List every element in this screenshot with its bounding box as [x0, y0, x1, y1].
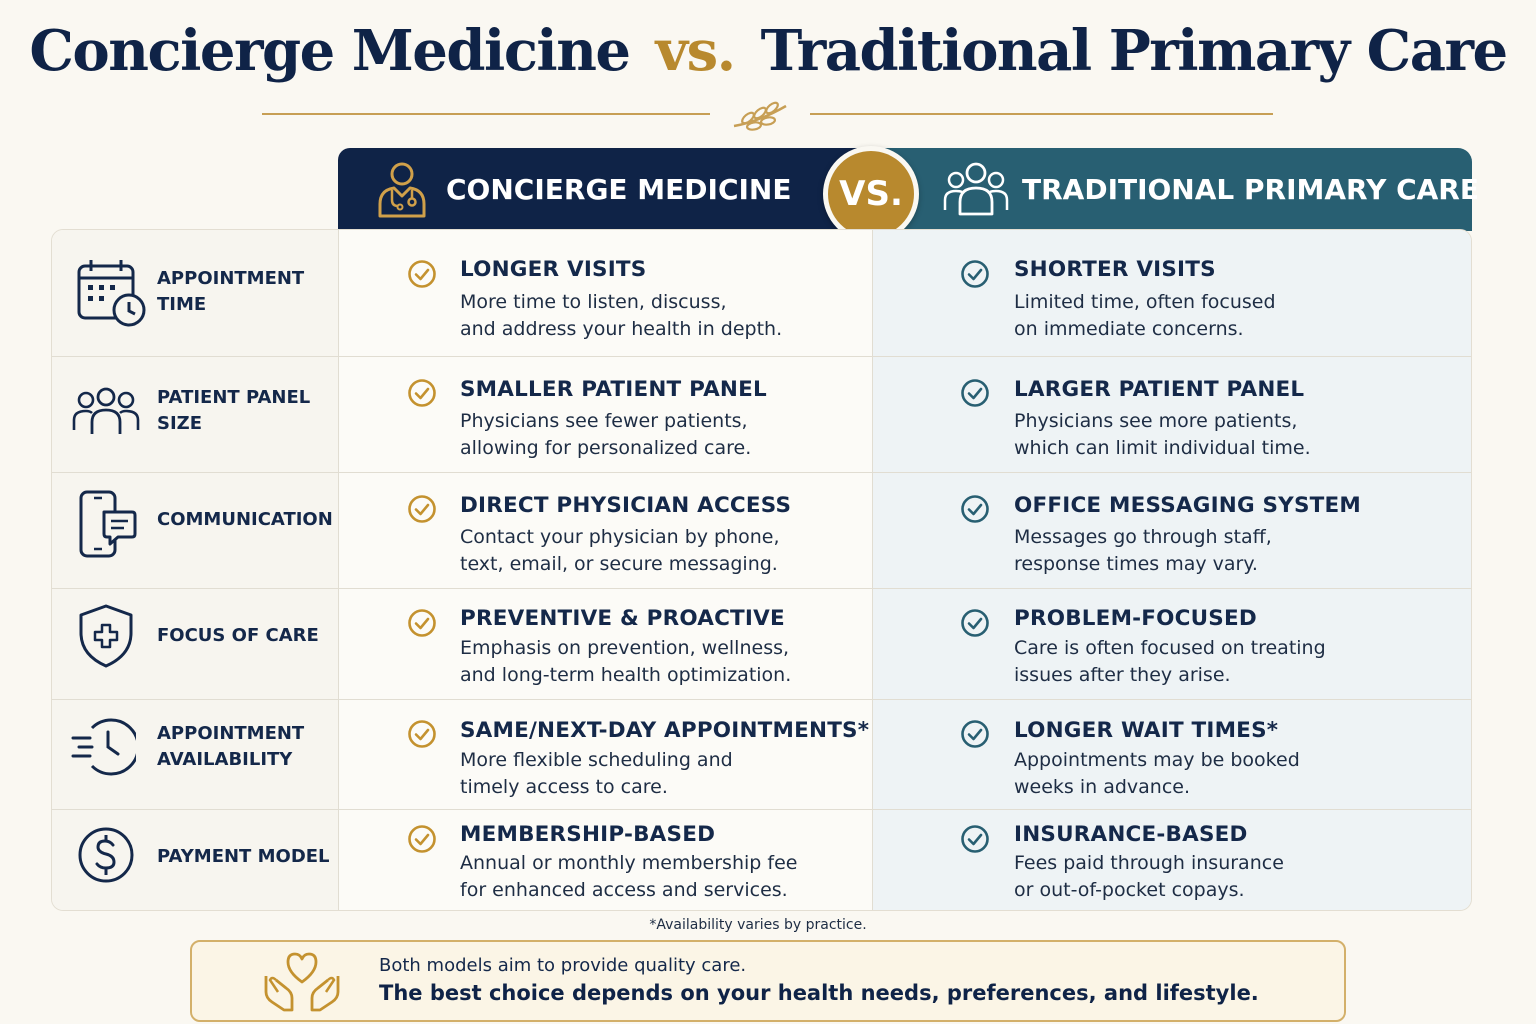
concierge-item-desc: Annual or monthly membership fee for enh…: [460, 852, 798, 901]
traditional-item-desc: Appointments may be booked weeks in adva…: [1014, 749, 1300, 798]
check-circle-icon: [408, 609, 436, 637]
check-circle-icon: [408, 379, 436, 407]
concierge-item-title: LONGER VISITS: [460, 257, 647, 282]
traditional-item-title: PROBLEM-FOCUSED: [1014, 606, 1257, 631]
concierge-item-title: MEMBERSHIP-BASED: [460, 822, 716, 847]
traditional-item-title: LONGER WAIT TIMES*: [1014, 718, 1279, 743]
people-icon: [72, 387, 140, 434]
check-circle-icon: [408, 260, 436, 288]
traditional-header-label: TRADITIONAL PRIMARY CARE: [1022, 173, 1479, 206]
concierge-header: [338, 148, 890, 231]
doctor-icon: [378, 162, 426, 218]
title-divider-left: [262, 113, 710, 115]
laurel-icon: [733, 101, 787, 131]
row-label-communication: COMMUNICATION: [157, 509, 333, 530]
check-circle-icon: [961, 495, 989, 523]
check-circle-icon: [961, 260, 989, 288]
row-label-appointment-availability: APPOINTMENT AVAILABILITY: [157, 723, 305, 770]
traditional-item-title: LARGER PATIENT PANEL: [1014, 377, 1305, 402]
title-right: Traditional Primary Care: [760, 18, 1509, 84]
comparison-table: [51, 229, 1472, 911]
calendar-clock-icon: [77, 260, 146, 327]
concierge-item-title: DIRECT PHYSICIAN ACCESS: [460, 493, 792, 518]
check-circle-icon: [408, 825, 436, 853]
concierge-item-desc: Emphasis on prevention, wellness, and lo…: [460, 637, 792, 686]
title-vs: vs.: [655, 18, 737, 84]
page-title: Concierge Medicine vs. Traditional Primary…: [0, 18, 1536, 84]
concierge-item-title: SMALLER PATIENT PANEL: [460, 377, 767, 402]
row-label-patient-panel-size: PATIENT PANEL SIZE: [157, 387, 311, 434]
traditional-item-desc: Limited time, often focused on immediate…: [1014, 291, 1276, 340]
heart-hands-icon: [264, 952, 340, 1012]
check-circle-icon: [961, 825, 989, 853]
check-circle-icon: [961, 720, 989, 748]
phone-message-icon: [79, 490, 137, 558]
title-divider-right: [810, 113, 1273, 115]
check-circle-icon: [961, 609, 989, 637]
concierge-item-desc: More flexible scheduling and timely acce…: [460, 749, 733, 798]
traditional-item-desc: Messages go through staff, response time…: [1014, 526, 1272, 575]
traditional-item-title: INSURANCE-BASED: [1014, 822, 1248, 847]
vs-badge: VS.: [823, 146, 919, 242]
traditional-item-desc: Physicians see more patients, which can …: [1014, 410, 1311, 459]
row-label-appointment-time: APPOINTMENT TIME: [157, 268, 305, 315]
traditional-item-desc: Fees paid through insurance or out-of-po…: [1014, 852, 1284, 901]
shield-cross-icon: [79, 604, 133, 668]
concierge-item-title: PREVENTIVE & PROACTIVE: [460, 606, 785, 631]
summary-callout: [190, 940, 1346, 1022]
row-label-payment-model: PAYMENT MODEL: [157, 846, 330, 867]
traditional-item-title: OFFICE MESSAGING SYSTEM: [1014, 493, 1361, 518]
group-icon: [943, 162, 1009, 216]
title-left: Concierge Medicine: [29, 18, 631, 84]
concierge-item-desc: More time to listen, discuss, and addres…: [460, 291, 783, 340]
concierge-item-desc: Physicians see fewer patients, allowing …: [460, 410, 752, 459]
summary-line-1: Both models aim to provide quality care.: [379, 955, 747, 976]
check-circle-icon: [408, 495, 436, 523]
row-label-focus-of-care: FOCUS OF CARE: [157, 625, 319, 646]
fast-clock-icon: [71, 718, 136, 776]
footnote: *Availability varies by practice.: [649, 917, 867, 933]
check-circle-icon: [408, 720, 436, 748]
concierge-item-title: SAME/NEXT-DAY APPOINTMENTS*: [460, 718, 870, 743]
dollar-circle-icon: [78, 827, 134, 883]
traditional-item-desc: Care is often focused on treating issues…: [1014, 637, 1326, 686]
summary-line-2: The best choice depends on your health n…: [379, 981, 1259, 1005]
traditional-item-title: SHORTER VISITS: [1014, 257, 1216, 282]
concierge-item-desc: Contact your physician by phone, text, e…: [460, 526, 780, 575]
check-circle-icon: [961, 379, 989, 407]
concierge-header-label: CONCIERGE MEDICINE: [446, 173, 792, 206]
